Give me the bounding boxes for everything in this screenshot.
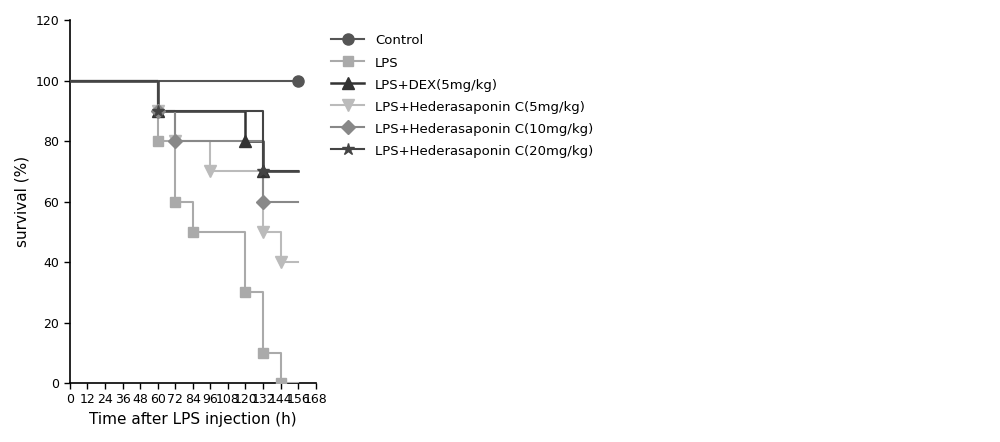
X-axis label: Time after LPS injection (h): Time after LPS injection (h) bbox=[89, 412, 297, 427]
Legend: Control, LPS, LPS+DEX(5mg/kg), LPS+Hederasaponin C(5mg/kg), LPS+Hederasaponin C(: Control, LPS, LPS+DEX(5mg/kg), LPS+Heder… bbox=[325, 27, 600, 165]
Y-axis label: survival (%): survival (%) bbox=[15, 156, 30, 247]
